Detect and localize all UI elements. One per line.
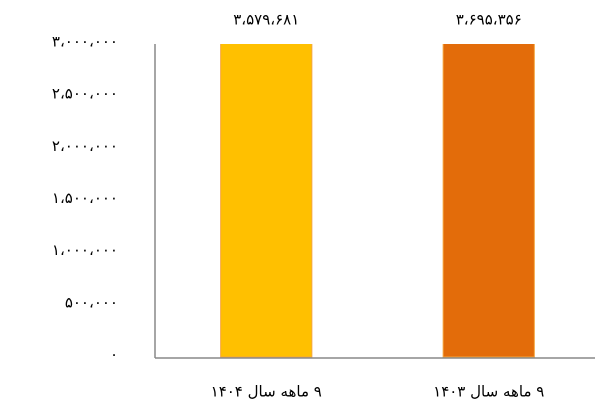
- bar: [442, 44, 535, 358]
- value-label: ۳،۶۹۵،۳۵۶: [456, 11, 522, 29]
- value-label: ۳،۵۷۹،۶۸۱: [233, 11, 299, 29]
- x-tick-label: ۹ ماهه سال ۱۴۰۴: [211, 383, 322, 401]
- y-tick-label: ۲،۰۰۰،۰۰۰: [52, 137, 118, 155]
- y-tick-label: ۱،۰۰۰،۰۰۰: [52, 241, 118, 259]
- y-tick-label: ۲،۵۰۰،۰۰۰: [52, 85, 118, 103]
- y-tick-label: ۰: [110, 346, 118, 364]
- plot-area: [220, 44, 535, 358]
- y-tick-label: ۵۰۰،۰۰۰: [65, 293, 118, 311]
- y-tick-label: ۳،۰۰۰،۰۰۰: [52, 33, 118, 51]
- y-tick-label: ۱،۵۰۰،۰۰۰: [52, 189, 118, 207]
- bar: [220, 44, 313, 358]
- x-tick-label: ۹ ماهه سال ۱۴۰۳: [433, 383, 544, 401]
